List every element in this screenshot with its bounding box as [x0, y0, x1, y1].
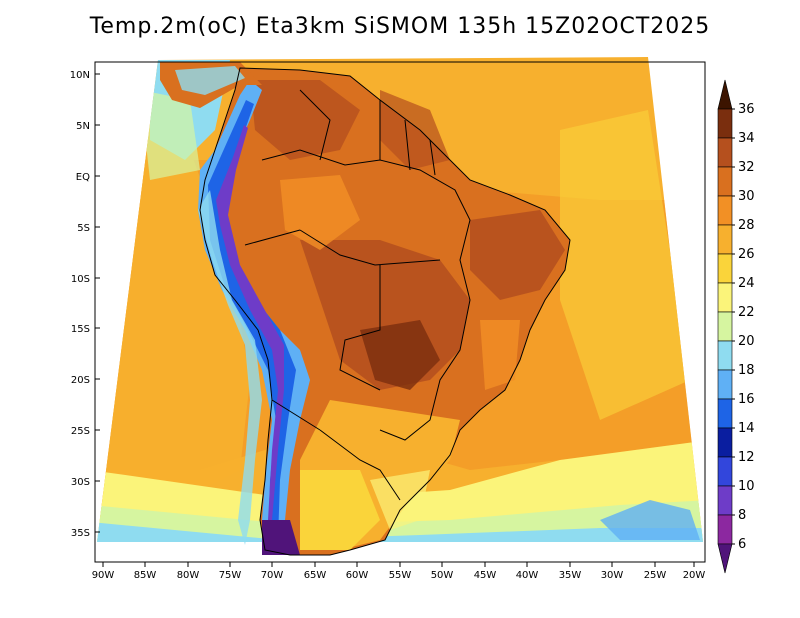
- lat-tick: 10N: [70, 70, 100, 81]
- colorbar-label: 34: [738, 131, 755, 146]
- lat-tick: 30S: [71, 477, 100, 488]
- colorbar-label: 6: [738, 537, 746, 552]
- lon-tick: 25W: [644, 562, 667, 581]
- lon-tick: 85W: [134, 562, 157, 581]
- lat-label: 35S: [71, 528, 90, 539]
- lon-tick: 50W: [431, 562, 454, 581]
- lon-label: 65W: [304, 570, 327, 581]
- colorbar-label: 10: [738, 479, 755, 494]
- colorbar-swatch: [717, 282, 733, 313]
- colorbar-label: 28: [738, 218, 755, 233]
- lon-tick: 35W: [559, 562, 582, 581]
- lat-label: 30S: [71, 477, 90, 488]
- colorbar-swatch: [717, 514, 733, 545]
- colorbar-top-arrow: [717, 79, 733, 110]
- colorbar-label: 18: [738, 363, 755, 378]
- country-borders: [199, 67, 571, 556]
- lon-tick: 90W: [92, 562, 115, 581]
- lat-label: 20S: [71, 375, 90, 386]
- latitude-axis: 10N 5N EQ 5S 10S 15S 20S 25S 30S 35S: [70, 70, 100, 539]
- lat-tick: 20S: [71, 375, 100, 386]
- lon-tick: 45W: [474, 562, 497, 581]
- lon-tick: 55W: [389, 562, 412, 581]
- lat-label: 15S: [71, 324, 90, 335]
- lon-label: 30W: [601, 570, 624, 581]
- colorbar-swatch: [717, 427, 733, 458]
- lon-label: 60W: [346, 570, 369, 581]
- lon-tick: 40W: [516, 562, 539, 581]
- lat-label: 10S: [71, 274, 90, 285]
- colorbar-swatch: [717, 253, 733, 284]
- lon-label: 40W: [516, 570, 539, 581]
- colorbar-swatch: [717, 369, 733, 400]
- colorbar-label: 26: [738, 247, 755, 262]
- lat-label: EQ: [76, 172, 90, 183]
- lon-tick: 70W: [261, 562, 284, 581]
- colorbar-label: 24: [738, 276, 755, 291]
- lat-label: 5S: [77, 223, 90, 234]
- lat-tick: 35S: [71, 528, 100, 539]
- colorbar-label: 32: [738, 160, 755, 175]
- colorbar-swatch: [717, 311, 733, 342]
- lon-label: 25W: [644, 570, 667, 581]
- lat-label: 25S: [71, 426, 90, 437]
- lon-tick: 65W: [304, 562, 327, 581]
- colorbar-label: 16: [738, 392, 755, 407]
- lon-tick: 30W: [601, 562, 624, 581]
- lon-tick: 20W: [683, 562, 706, 581]
- colorbar-swatch: [717, 485, 733, 516]
- lon-tick: 75W: [219, 562, 242, 581]
- longitude-axis: 90W 85W 80W 75W 70W 65W 60W 55W 50W 45W …: [92, 562, 706, 581]
- lon-label: 90W: [92, 570, 115, 581]
- colorbar-bottom-arrow: [717, 543, 733, 574]
- lon-tick: 60W: [346, 562, 369, 581]
- colorbar-label: 12: [738, 450, 755, 465]
- colorbar-label: 36: [738, 102, 755, 117]
- colorbar-swatch: [717, 108, 733, 139]
- lat-tick: 5S: [77, 223, 100, 234]
- lon-label: 50W: [431, 570, 454, 581]
- lon-tick: 80W: [177, 562, 200, 581]
- colorbar-swatch: [717, 340, 733, 371]
- lat-tick: EQ: [76, 172, 100, 183]
- colorbar-swatch: [717, 137, 733, 168]
- lon-label: 20W: [683, 570, 706, 581]
- lon-label: 45W: [474, 570, 497, 581]
- lon-label: 80W: [177, 570, 200, 581]
- colorbar-label: 22: [738, 305, 755, 320]
- lon-label: 70W: [261, 570, 284, 581]
- colorbar-swatch: [717, 398, 733, 429]
- colorbar: 36 34 32 30 28 26 24 22 20 18 16 14 12 10 8 6: [717, 79, 755, 574]
- colorbar-label: 14: [738, 421, 755, 436]
- colorbar-label: 20: [738, 334, 755, 349]
- lon-label: 85W: [134, 570, 157, 581]
- lat-label: 5N: [76, 121, 90, 132]
- map-title: Temp.2m(oC) Eta3km SiSMOM 135h 15Z02OCT2…: [89, 14, 711, 39]
- colorbar-swatch: [717, 224, 733, 255]
- lat-label: 10N: [70, 70, 90, 81]
- lat-tick: 15S: [71, 324, 100, 335]
- lon-label: 75W: [219, 570, 242, 581]
- colorbar-swatch: [717, 166, 733, 197]
- lon-label: 35W: [559, 570, 582, 581]
- colorbar-swatch: [717, 456, 733, 487]
- colorbar-swatch: [717, 195, 733, 226]
- lat-tick: 5N: [76, 121, 100, 132]
- colorbar-label: 8: [738, 508, 746, 523]
- lat-tick: 25S: [71, 426, 100, 437]
- colorbar-label: 30: [738, 189, 755, 204]
- lon-label: 55W: [389, 570, 412, 581]
- lat-tick: 10S: [71, 274, 100, 285]
